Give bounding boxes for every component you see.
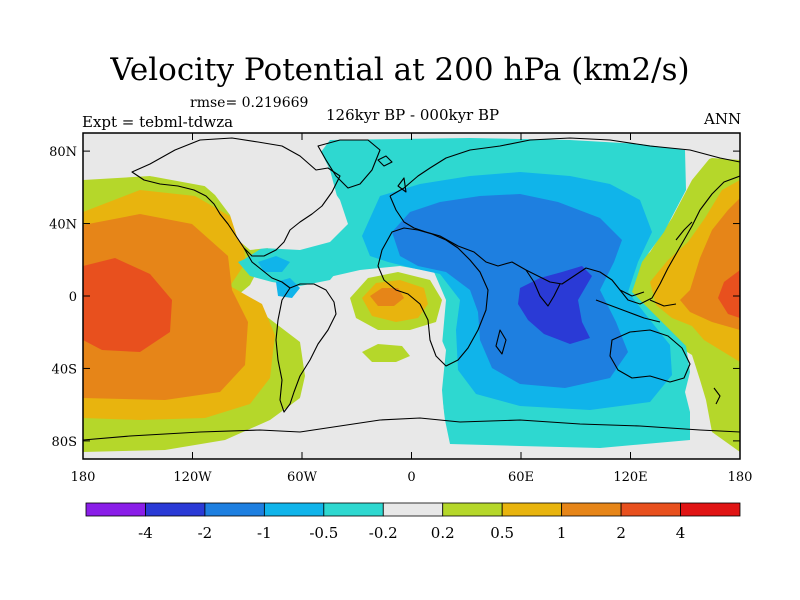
contour-arctic-neutral	[685, 133, 740, 166]
coast-madagascar	[495, 329, 507, 355]
coast-eurasia	[389, 137, 740, 305]
experiment-label: Expt = tebml-tdwza	[82, 113, 234, 131]
contour-wpac-2	[718, 270, 740, 318]
coastlines	[83, 137, 740, 441]
colorbar-label: 4	[676, 524, 686, 542]
colorbar: -4 -2 -1 -0.5 -0.2 0.2 0.5 1 2 4	[85, 502, 741, 542]
coast-australia	[609, 329, 691, 383]
coast-japan	[675, 221, 693, 241]
coast-greenland	[317, 139, 381, 189]
coast-iceland	[377, 155, 393, 167]
contour-south-atlantic-02b	[362, 344, 410, 362]
colorbar-label: -0.2	[369, 524, 398, 542]
coast-central-america	[243, 247, 291, 289]
colorbar-label: -0.5	[309, 524, 338, 542]
colorbar-swatch	[501, 502, 563, 517]
time-difference-label: 126kyr BP - 000kyr BP	[326, 106, 500, 124]
coast-north-america	[131, 137, 341, 257]
rmse-label: rmse= 0.219669	[190, 95, 309, 111]
coast-india	[525, 269, 561, 307]
contour-caribbean-neg-05	[276, 278, 300, 298]
plot-title: Velocity Potential at 200 hPa (km2/s)	[110, 52, 690, 88]
contour-atlantic-1	[370, 288, 404, 306]
season-label: ANN	[704, 110, 742, 128]
lat-tick-label: 40N	[49, 218, 77, 233]
lat-tick-label: 0	[69, 290, 77, 305]
lat-tick-label: 80S	[52, 435, 77, 450]
contour-pacific-2	[83, 258, 172, 352]
colorbar-label: -1	[257, 524, 272, 542]
coast-uk	[397, 177, 407, 193]
colorbar-swatch	[85, 502, 146, 517]
colorbar-label: 2	[616, 524, 626, 542]
colorbar-swatch	[145, 502, 206, 517]
colorbar-swatch	[263, 502, 325, 517]
lon-tick-label: 60E	[508, 470, 534, 485]
lon-tick-label: 60W	[287, 470, 318, 485]
lon-tick-label: 120E	[613, 470, 647, 485]
colorbar-swatch	[680, 502, 741, 517]
colorbar-swatch	[323, 502, 384, 517]
contour-eastern-neg-2	[518, 266, 592, 344]
lat-tick-label: 80N	[49, 145, 77, 160]
coast-new-zealand	[713, 387, 721, 405]
coast-maritime-continent	[595, 289, 677, 323]
colorbar-swatch	[382, 502, 444, 517]
colorbar-label: 0.2	[431, 524, 455, 542]
map-axes: 180 120W 60W 0 60E 120E 180 80N 40N 0 40S 80S	[49, 133, 752, 485]
colorbar-swatch	[204, 502, 265, 517]
lon-tick-label: 180	[728, 470, 753, 485]
contour-north-america-neutral	[150, 140, 346, 250]
colorbar-label: -2	[198, 524, 213, 542]
colorbar-label: -4	[138, 524, 153, 542]
colorbar-swatch	[620, 502, 681, 517]
coast-south-america	[275, 283, 337, 413]
coast-africa	[377, 227, 489, 367]
coast-antarctica	[83, 417, 740, 441]
lon-tick-label: 180	[71, 470, 96, 485]
colorbar-label: 0.5	[490, 524, 514, 542]
lat-tick-label: 40S	[52, 362, 77, 377]
velocity-potential-field	[83, 133, 740, 459]
colorbar-label: 1	[557, 524, 567, 542]
contour-caribbean-neg-05b	[258, 256, 290, 272]
lon-tick-label: 120W	[173, 470, 212, 485]
lon-tick-label: 0	[407, 470, 415, 485]
colorbar-swatch	[442, 502, 503, 517]
colorbar-swatch	[561, 502, 622, 517]
